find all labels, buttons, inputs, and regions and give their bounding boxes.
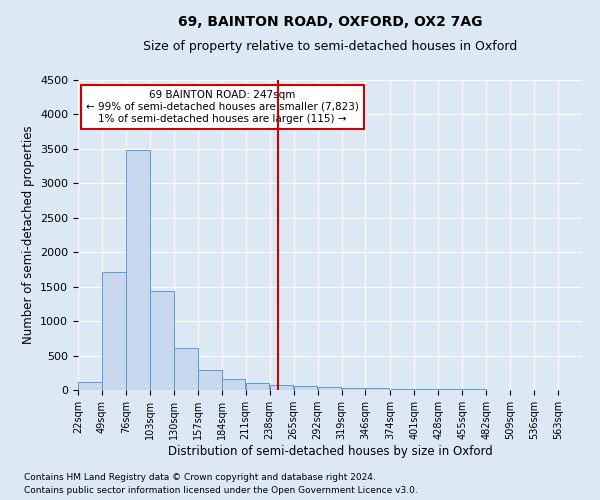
- Text: Contains public sector information licensed under the Open Government Licence v3: Contains public sector information licen…: [24, 486, 418, 495]
- Bar: [294, 386, 317, 390]
- Y-axis label: Number of semi-detached properties: Number of semi-detached properties: [22, 126, 35, 344]
- Text: Contains HM Land Registry data © Crown copyright and database right 2024.: Contains HM Land Registry data © Crown c…: [24, 474, 376, 482]
- Bar: [391, 388, 414, 390]
- Text: 69 BAINTON ROAD: 247sqm
← 99% of semi-detached houses are smaller (7,823)
1% of : 69 BAINTON ROAD: 247sqm ← 99% of semi-de…: [86, 90, 359, 124]
- Text: 69, BAINTON ROAD, OXFORD, OX2 7AG: 69, BAINTON ROAD, OXFORD, OX2 7AG: [178, 15, 482, 29]
- Bar: [174, 348, 197, 390]
- Bar: [78, 382, 102, 390]
- Bar: [318, 386, 341, 390]
- Bar: [342, 388, 365, 390]
- Bar: [246, 383, 269, 390]
- Bar: [150, 291, 173, 390]
- Bar: [102, 272, 125, 390]
- Bar: [415, 389, 438, 390]
- Bar: [222, 380, 245, 390]
- Bar: [270, 385, 293, 390]
- X-axis label: Distribution of semi-detached houses by size in Oxford: Distribution of semi-detached houses by …: [167, 444, 493, 458]
- Text: Size of property relative to semi-detached houses in Oxford: Size of property relative to semi-detach…: [143, 40, 517, 53]
- Bar: [126, 150, 149, 390]
- Bar: [198, 370, 221, 390]
- Bar: [366, 388, 389, 390]
